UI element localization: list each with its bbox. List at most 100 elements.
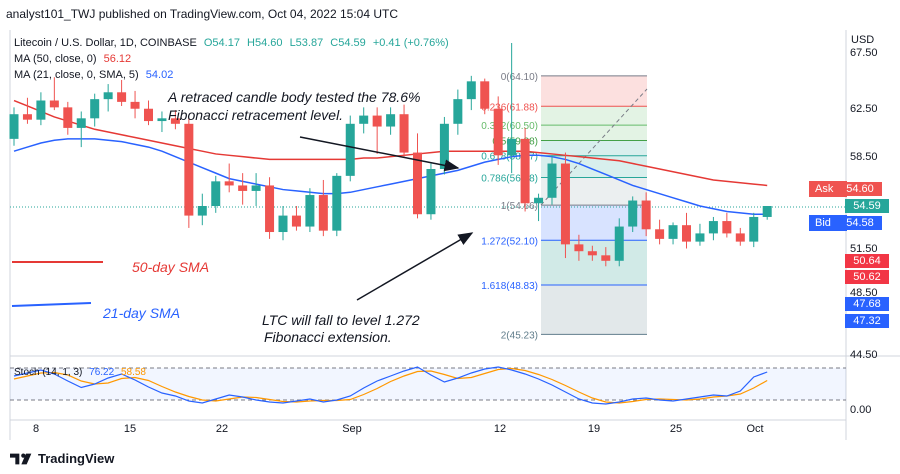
- candle-body: [305, 195, 315, 227]
- annotation-retrace-line2: Fibonacci retracement level.: [168, 107, 344, 123]
- extension-arrow: [356, 232, 474, 301]
- time-tick-label: Oct: [746, 423, 763, 435]
- candle-body: [211, 181, 221, 206]
- publisher-line: analyst101_TWJ published on TradingView.…: [6, 7, 398, 21]
- candle-body: [668, 225, 678, 239]
- candles: [9, 42, 772, 267]
- price-axis[interactable]: 67.50 62.50 58.50 51.50 48.50 44.50: [850, 47, 878, 361]
- ma50-label: MA (50, close, 0): [14, 53, 97, 65]
- retracement-arrow: [299, 136, 460, 172]
- price-chart[interactable]: 0(64.10)0.236(61.88)0.382(60.50)0.5(59.3…: [0, 0, 900, 446]
- low-value: L53.87: [289, 37, 324, 49]
- price-tick-label: 51.50: [850, 243, 878, 255]
- price-tick-label: 67.50: [850, 47, 878, 59]
- candle-body: [359, 115, 369, 124]
- candle-body: [614, 226, 624, 261]
- candle-body: [76, 118, 86, 128]
- stoch-d-line: [13, 367, 768, 404]
- candle-body: [507, 138, 517, 156]
- candle-body: [318, 195, 328, 231]
- price-badge-label: Ask: [809, 181, 847, 197]
- candle-body: [9, 114, 19, 139]
- candle-body: [695, 233, 705, 242]
- candle-body: [534, 197, 544, 204]
- candle-body: [399, 114, 409, 153]
- price-tick-label: 62.50: [850, 103, 878, 115]
- ma50-legend: MA (50, close, 0) 56.12: [14, 52, 135, 66]
- candle-body: [547, 163, 557, 198]
- time-tick-label: 25: [670, 423, 682, 435]
- stoch-k-value: 76.22: [89, 367, 115, 378]
- candle-body: [345, 123, 355, 176]
- candle-body: [628, 200, 638, 227]
- stoch-tick-label: 0.00: [850, 404, 871, 416]
- candle-body: [574, 244, 584, 252]
- high-value: H54.60: [247, 37, 283, 49]
- candle-body: [493, 108, 503, 156]
- candle-body: [197, 206, 207, 216]
- fibonacci-zone: [541, 75, 647, 107]
- time-tick-label: Sep: [342, 423, 362, 435]
- footer: TradingView: [0, 446, 900, 474]
- candle-body: [224, 181, 234, 186]
- candle-body: [426, 169, 436, 215]
- fibonacci-level-label: 0.236(61.88): [481, 102, 538, 113]
- price-badge: 47.32: [845, 314, 889, 328]
- symbol-legend: Litecoin / U.S. Dollar, 1D, COINBASE O54…: [14, 36, 453, 50]
- candle-body: [453, 99, 463, 124]
- fibonacci-zone: [541, 140, 647, 156]
- symbol-name: Litecoin / U.S. Dollar, 1D, COINBASE: [14, 37, 197, 49]
- candle-body: [130, 101, 140, 109]
- candle-body: [332, 175, 342, 231]
- tradingview-brand: TradingView: [38, 451, 115, 466]
- annotation-retrace-line1: A retraced candle body tested the 78.6%: [168, 89, 421, 105]
- price-tick-label: 44.50: [850, 349, 878, 361]
- candle-body: [90, 99, 100, 119]
- sma21-annotation: 21-day SMA: [103, 305, 181, 321]
- candle-body: [291, 215, 301, 227]
- fibonacci-zone: [541, 155, 647, 178]
- price-badge: 54.59: [845, 199, 889, 213]
- price-tick-label: 58.50: [850, 151, 878, 163]
- candle-body: [63, 107, 73, 128]
- time-axis[interactable]: 8 15 22 Sep 12 19 25 Oct: [33, 423, 764, 435]
- candle-body: [655, 229, 665, 239]
- fibonacci-zone: [541, 125, 647, 141]
- candle-body: [117, 92, 127, 102]
- fibonacci-level-label: 1.272(52.10): [481, 236, 538, 247]
- candle-body: [36, 100, 46, 120]
- candle-body: [238, 185, 248, 191]
- candle-body: [587, 251, 597, 256]
- annotation-target-line2: Fibonacci extension.: [264, 329, 392, 345]
- candle-body: [708, 221, 718, 234]
- tradingview-logo-icon: [10, 453, 32, 465]
- candle-body: [722, 221, 732, 234]
- stoch-d-value: 58.58: [120, 367, 146, 378]
- stoch-label: Stoch (14, 1, 3): [14, 367, 83, 378]
- fibonacci-trend-line: [540, 88, 648, 206]
- candle-body: [386, 114, 396, 127]
- close-value: C54.59: [330, 37, 366, 49]
- price-tick-label: 48.50: [850, 287, 878, 299]
- ma21-value: 54.02: [145, 69, 174, 81]
- ma21-line: [13, 138, 768, 215]
- price-badge: 50.62: [845, 270, 889, 284]
- candle-body: [682, 225, 691, 242]
- fibonacci-zone: [541, 106, 647, 126]
- stoch-legend: Stoch (14, 1, 3) 76.22 58.58: [14, 366, 150, 380]
- candle-body: [480, 81, 490, 109]
- fibonacci-zones: [541, 75, 647, 335]
- price-badge: 47.68: [845, 297, 889, 311]
- fibonacci-level-label: 1(54.66): [501, 201, 538, 212]
- candle-body: [265, 185, 275, 233]
- candle-body: [22, 114, 32, 120]
- candle-body: [157, 118, 167, 122]
- candle-body: [601, 255, 611, 261]
- sma50-annotation: 50-day SMA: [132, 259, 210, 275]
- ma21-legend: MA (21, close, 0, SMA, 5) 54.02: [14, 68, 177, 82]
- candle-body: [372, 115, 382, 127]
- time-tick-label: 22: [216, 423, 228, 435]
- candle-body: [520, 138, 530, 204]
- price-badge: 54.60: [838, 182, 882, 196]
- candle-body: [641, 200, 651, 230]
